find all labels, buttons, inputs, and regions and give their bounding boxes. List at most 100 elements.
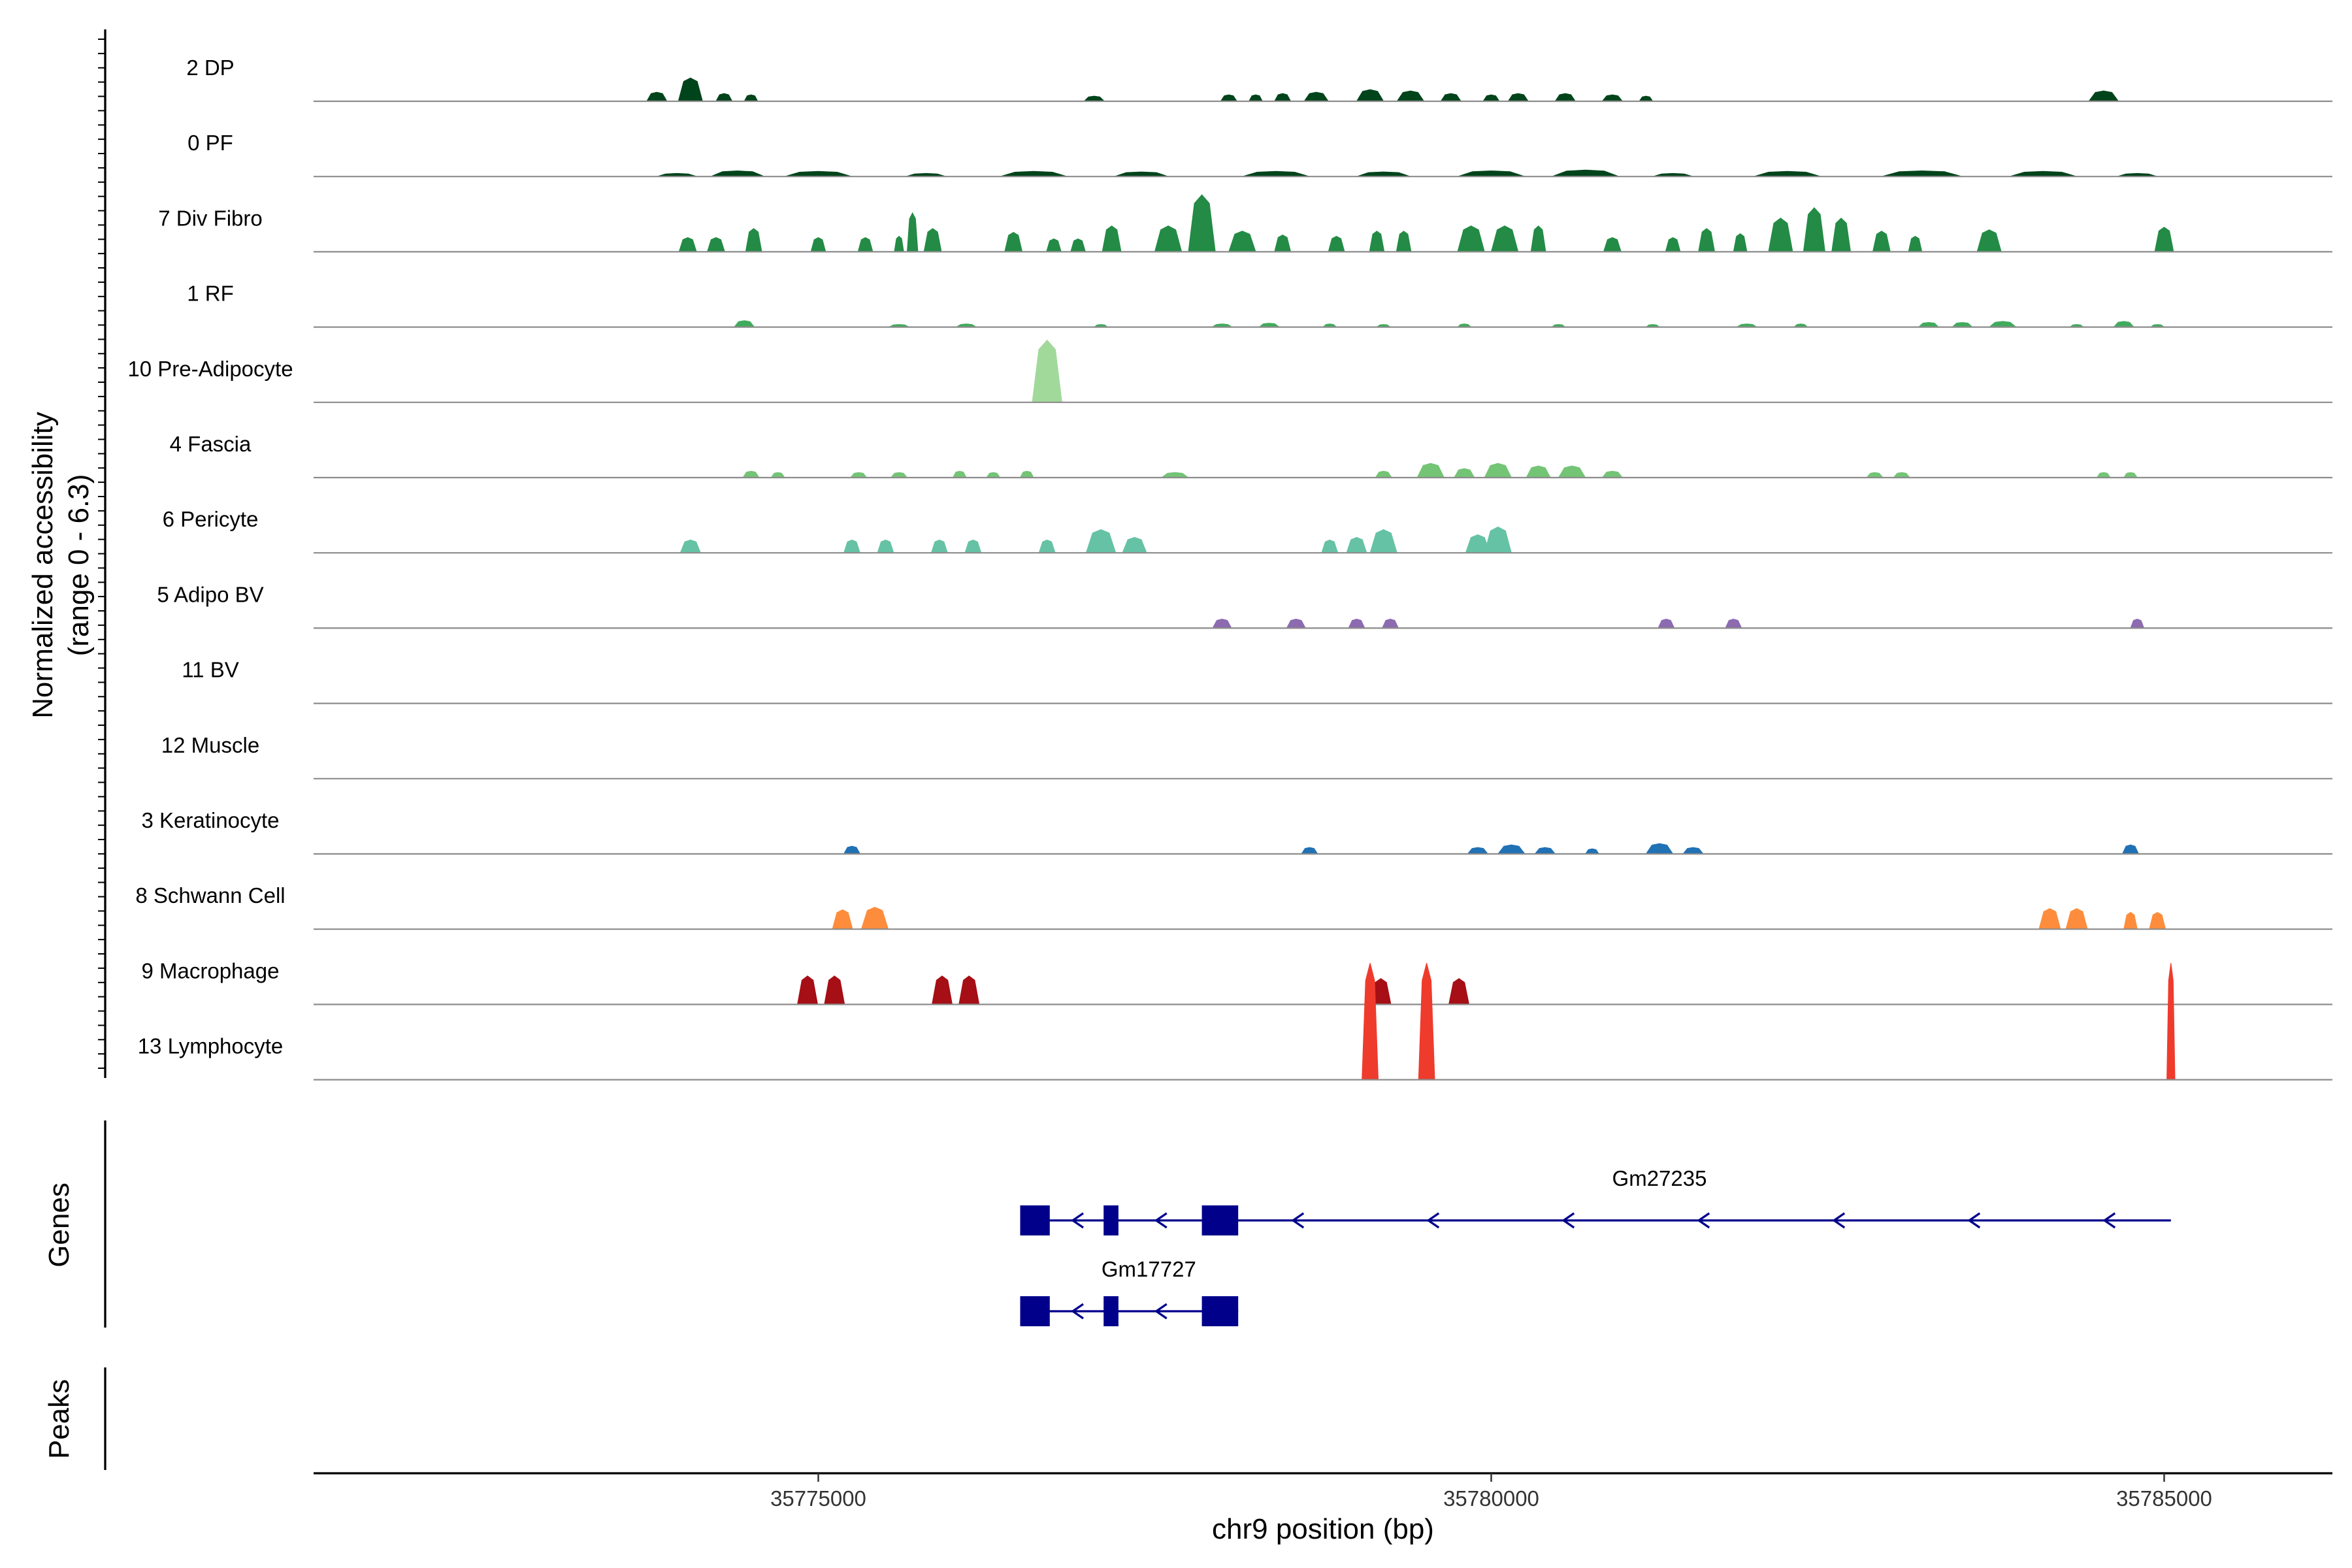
accessibility-peak (1803, 207, 1825, 252)
accessibility-peak (2154, 227, 2174, 252)
strand-arrow (1071, 1303, 1084, 1320)
accessibility-peak (1552, 169, 1620, 177)
gene-name: Gm27235 (1612, 1166, 1707, 1190)
accessibility-peak (1242, 171, 1310, 177)
accessibility-peak (1070, 238, 1086, 252)
accessibility-peak (1497, 844, 1526, 855)
accessibility-peak (986, 472, 1001, 478)
track: 3 Keratinocyte (142, 808, 2332, 855)
accessibility-peak (1083, 95, 1105, 102)
accessibility-peak (710, 170, 765, 177)
exon-block (1020, 1205, 1050, 1235)
track: 12 Muscle (161, 733, 2332, 779)
strand-arrow (1426, 1212, 1440, 1229)
accessibility-peak (930, 539, 948, 553)
accessibility-peak (1396, 90, 1425, 102)
accessibility-peak (706, 237, 725, 252)
accessibility-peak (1866, 472, 1884, 478)
accessibility-peak (1507, 93, 1529, 102)
accessibility-peak (1768, 218, 1793, 252)
accessibility-peak (1457, 225, 1485, 252)
accessibility-peak (1286, 618, 1307, 629)
accessibility-peak (1375, 470, 1393, 478)
accessibility-peak (1682, 847, 1705, 855)
strand-arrow (1154, 1212, 1168, 1229)
accessibility-peak (1188, 194, 1216, 252)
accessibility-peak (2088, 90, 2119, 102)
exon-block (1201, 1296, 1239, 1326)
accessibility-peak (1301, 847, 1318, 855)
accessibility-peak (742, 470, 760, 478)
accessibility-peak (1154, 225, 1183, 252)
accessibility-peak (1584, 848, 1600, 855)
track: 9 Macrophage (142, 958, 2332, 1005)
track-label: 4 Fascia (170, 432, 252, 456)
accessibility-peak (1698, 228, 1716, 252)
track-label: 7 Div Fibro (158, 206, 263, 230)
accessibility-peak (964, 539, 982, 553)
track-label: 5 Adipo BV (157, 582, 263, 606)
accessibility-peak (1004, 232, 1023, 252)
accessibility-peak (2130, 618, 2145, 629)
accessibility-peak (1356, 89, 1384, 102)
accessibility-peak (2121, 844, 2140, 855)
track: 4 Fascia (170, 432, 2332, 479)
accessibility-peak (1457, 170, 1526, 177)
accessibility-peak (1725, 618, 1742, 629)
accessibility-peak (1484, 526, 1512, 553)
accessibility-peak (1274, 235, 1292, 252)
accessibility-peak (1534, 847, 1556, 855)
accessibility-peak (1482, 94, 1500, 102)
gene-model: Gm17727 (1020, 1257, 1239, 1326)
accessibility-peak (646, 91, 668, 102)
accessibility-peak (2065, 907, 2088, 930)
accessibility-peak (1881, 170, 1963, 177)
strand-arrow (1071, 1212, 1084, 1229)
accessibility-peak (1893, 472, 1911, 478)
track: 6 Pericyte (163, 507, 2332, 554)
accessibility-peak (1490, 225, 1519, 252)
gene-model: Gm27235 (1020, 1166, 2171, 1235)
strand-arrow (1561, 1212, 1575, 1229)
x-tick-label: 35780000 (1443, 1486, 1539, 1511)
accessibility-tracks: 2 DP 0 PF 7 Div Fibro 1 RF 10 Pre-Adipocyte 4… (127, 56, 2332, 1081)
accessibility-peak (832, 909, 853, 930)
peaks-panel-title: Peaks (43, 1379, 75, 1459)
accessibility-peak (2038, 907, 2061, 930)
accessibility-peak (678, 237, 697, 252)
track-label: 1 RF (187, 282, 234, 306)
accessibility-peak (784, 171, 853, 177)
accessibility-peak (1348, 618, 1365, 629)
accessibility-peak (743, 94, 759, 102)
track-label: 11 BV (182, 658, 238, 682)
accessibility-peak (860, 906, 889, 930)
accessibility-peak (2096, 472, 2112, 478)
track-label: 12 Muscle (161, 733, 259, 757)
strand-arrow (2102, 1212, 2116, 1229)
accessibility-peak (2009, 171, 2077, 177)
accessibility-peak (849, 472, 868, 478)
exon-block (1020, 1296, 1050, 1326)
accessibility-peak (1369, 529, 1397, 553)
strand-arrow (1967, 1212, 1981, 1229)
track-label: 0 PF (188, 131, 233, 155)
x-axis-title: chr9 position (bp) (1212, 1513, 1434, 1545)
accessibility-peak (1273, 93, 1292, 102)
accessibility-peak (1558, 465, 1586, 478)
accessibility-peak (1346, 536, 1367, 553)
track: 2 DP (186, 56, 2332, 103)
accessibility-peak (1603, 237, 1622, 252)
exon-block (1103, 1296, 1119, 1326)
track-label: 6 Pericyte (163, 507, 259, 531)
accessibility-peak (1448, 978, 1470, 1005)
accessibility-peak (1601, 470, 1624, 478)
x-tick-label: 35775000 (770, 1486, 866, 1511)
accessibility-peak (1467, 847, 1489, 855)
y-axis-title-line2: (range 0 - 6.3) (63, 474, 95, 657)
exon-block (1201, 1205, 1239, 1235)
accessibility-peak (1228, 231, 1256, 252)
accessibility-peak (1160, 472, 1190, 478)
strand-arrow (1291, 1212, 1305, 1229)
genes-panel: Genes Gm27235 Gm17727 (43, 1120, 2171, 1328)
